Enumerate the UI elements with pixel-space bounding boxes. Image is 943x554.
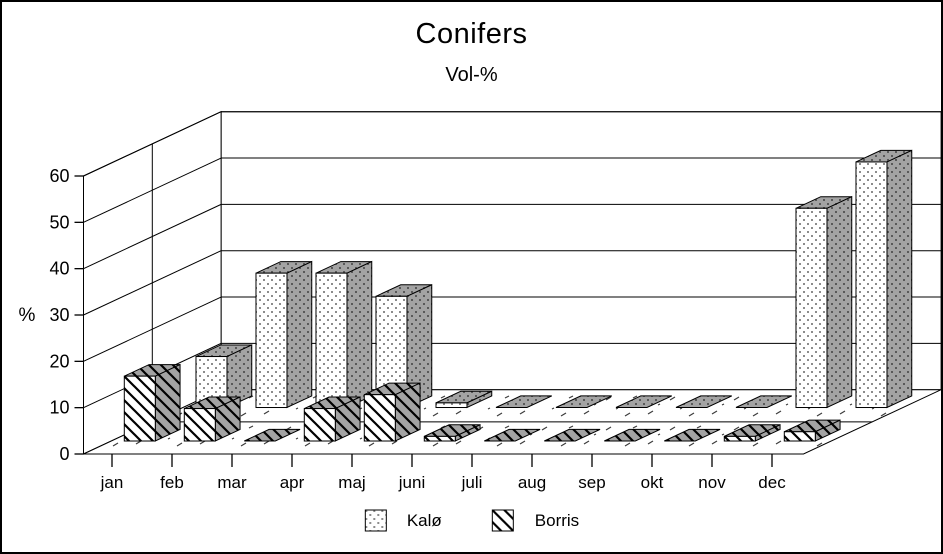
x-tick-label: mar <box>217 473 247 492</box>
bar-borris-nov <box>723 424 781 442</box>
x-tick-label: maj <box>338 473 365 492</box>
y-tick-label: 10 <box>49 398 69 418</box>
legend-label-borris: Borris <box>534 510 580 530</box>
bar-borris-mar <box>244 428 301 442</box>
legend-item-borris: Borris <box>492 509 579 532</box>
bar-borris-apr <box>303 396 361 442</box>
bar-front-face <box>795 207 828 409</box>
chart-title: Conifers <box>415 18 528 50</box>
y-tick-label: 60 <box>49 166 69 186</box>
legend-item-kalo: Kalø <box>364 509 442 532</box>
y-tick-label: 50 <box>49 212 69 232</box>
kalo-swatch-icon <box>364 509 387 532</box>
bar-kal-juni <box>495 395 552 409</box>
bar-top-face <box>484 428 541 442</box>
y-tick-label: 20 <box>49 351 69 371</box>
legend-label-kalo: Kalø <box>406 510 442 530</box>
bar-borris-jan <box>123 363 181 442</box>
bar-borris-aug <box>544 428 601 442</box>
x-tick-label: apr <box>280 473 305 492</box>
bar-front-face <box>855 161 888 409</box>
bar-side-face <box>826 195 853 409</box>
bar-borris-feb <box>183 396 241 442</box>
y-axis-title: % <box>19 305 36 326</box>
bar-borris-dec <box>783 419 841 442</box>
bar-kal-maj <box>435 390 493 409</box>
bar-borris-juni <box>423 424 481 442</box>
bar-borris-sep <box>604 428 661 442</box>
y-tick-label: 40 <box>49 259 69 279</box>
bar-front-face <box>363 394 396 442</box>
bar-kal-juli <box>555 395 612 409</box>
bar-top-face <box>615 395 672 409</box>
bar-front-face <box>435 402 468 409</box>
bar-top-face <box>604 428 661 442</box>
bar-top-face <box>544 428 601 442</box>
bar-front-face <box>123 375 156 442</box>
bar-kal-sep <box>675 395 732 409</box>
bar-front-face <box>423 435 456 442</box>
y-tick-label: 0 <box>59 444 69 464</box>
bar-side-face <box>346 260 373 409</box>
x-tick-label: sep <box>578 473 605 492</box>
bar-side-face <box>154 363 181 442</box>
bar-kal-jan <box>195 344 253 409</box>
x-tick-label: juni <box>398 473 425 492</box>
bar-kal-feb <box>255 260 313 409</box>
x-tick-label: aug <box>518 473 546 492</box>
chart-subtitle: Vol-% <box>445 64 498 86</box>
x-tick-label: feb <box>160 473 184 492</box>
bar-kal-dec <box>855 149 913 409</box>
bar-top-face <box>675 395 732 409</box>
x-tick-label: nov <box>698 473 726 492</box>
bar-kal-okt <box>735 395 792 409</box>
borris-swatch-icon <box>492 509 515 532</box>
bar-front-face <box>183 408 216 442</box>
bar-front-face <box>315 272 348 409</box>
bar-top-face <box>664 428 721 442</box>
bar-front-face <box>255 272 288 409</box>
bar-top-face <box>555 395 612 409</box>
bar-side-face <box>286 260 313 409</box>
x-tick-label: okt <box>641 473 664 492</box>
bar-borris-juli <box>484 428 541 442</box>
x-tick-label: juli <box>461 473 483 492</box>
bar-front-face <box>783 431 816 442</box>
bar-front-face <box>303 408 336 442</box>
y-tick-label: 30 <box>49 305 69 325</box>
bar-kal-mar <box>315 260 373 409</box>
legend: Kalø Borris <box>364 509 579 532</box>
bar-top-face <box>495 395 552 409</box>
bar-side-face <box>886 149 913 409</box>
bar-borris-maj <box>363 382 421 442</box>
bar-top-face <box>244 428 301 442</box>
x-tick-label: dec <box>758 473 786 492</box>
bar-front-face <box>723 435 756 442</box>
bar-top-face <box>735 395 792 409</box>
bar-kal-nov <box>795 195 853 409</box>
bar-borris-okt <box>664 428 721 442</box>
x-tick-label: jan <box>100 473 124 492</box>
bar-kal-aug <box>615 395 672 409</box>
